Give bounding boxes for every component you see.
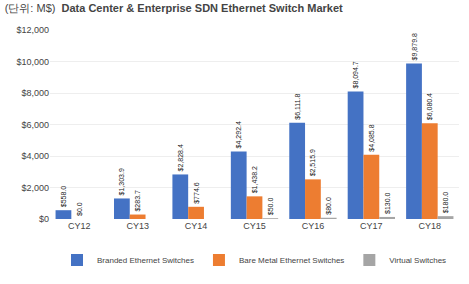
svg-text:$283.7: $283.7 <box>134 190 141 212</box>
svg-text:$0.0: $0.0 <box>76 202 83 216</box>
svg-text:CY15: CY15 <box>243 221 266 231</box>
svg-text:Virtual Switches: Virtual Switches <box>389 256 446 265</box>
svg-text:$130.0: $130.0 <box>384 192 391 214</box>
svg-text:$558.0: $558.0 <box>60 186 67 208</box>
svg-text:Branded Ethernet Switches: Branded Ethernet Switches <box>97 256 194 265</box>
svg-text:$180.0: $180.0 <box>442 192 449 214</box>
svg-text:$1,438.2: $1,438.2 <box>251 166 258 193</box>
svg-text:$774.6: $774.6 <box>193 182 200 204</box>
svg-text:$8,000: $8,000 <box>21 88 49 98</box>
svg-text:CY17: CY17 <box>360 221 383 231</box>
svg-text:CY14: CY14 <box>185 221 208 231</box>
svg-text:$6,111.8: $6,111.8 <box>294 93 301 119</box>
svg-text:$4,085.8: $4,085.8 <box>368 124 375 151</box>
svg-text:$0: $0 <box>39 214 49 224</box>
svg-text:$2,828.4: $2,828.4 <box>177 144 184 171</box>
svg-text:$6,000: $6,000 <box>21 120 49 130</box>
svg-text:CY16: CY16 <box>302 221 325 231</box>
svg-text:$9,879.8: $9,879.8 <box>411 33 418 60</box>
svg-text:(단위: M$) Data Center & Enterp: (단위: M$) Data Center & Enterprise SDN Et… <box>5 2 343 14</box>
svg-text:$50.0: $50.0 <box>267 198 274 216</box>
svg-text:$4,000: $4,000 <box>21 151 49 161</box>
svg-text:$10,000: $10,000 <box>16 57 49 67</box>
svg-text:$6,080.4: $6,080.4 <box>426 93 433 120</box>
svg-text:$80.0: $80.0 <box>325 197 332 215</box>
svg-text:CY18: CY18 <box>419 221 442 231</box>
svg-text:$2,000: $2,000 <box>21 183 49 193</box>
svg-text:CY12: CY12 <box>68 221 91 231</box>
svg-text:CY13: CY13 <box>126 221 149 231</box>
svg-text:$1,303.9: $1,303.9 <box>118 168 125 195</box>
svg-text:$2,515.9: $2,515.9 <box>309 149 316 176</box>
svg-text:$8,094.7: $8,094.7 <box>352 61 359 88</box>
svg-text:Bare Metal Ethernet Switches: Bare Metal Ethernet Switches <box>239 256 344 265</box>
svg-text:$4,292.4: $4,292.4 <box>235 121 242 148</box>
svg-text:$12,000: $12,000 <box>16 25 49 35</box>
